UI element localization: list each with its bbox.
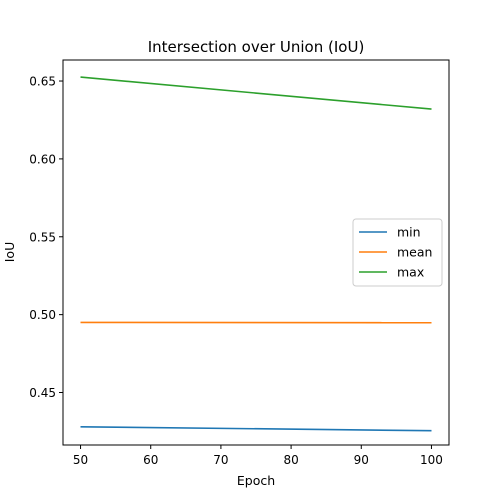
chart-title: Intersection over Union (IoU) [148,38,365,56]
y-tick-label: 0.50 [29,308,56,322]
x-axis: 50 60 70 80 90 100 [73,445,443,467]
y-tick-label: 0.55 [29,230,56,244]
legend-label-max: max [397,265,424,280]
x-tick-label: 90 [354,453,369,467]
y-tick-label: 0.60 [29,152,56,166]
legend-frame [352,218,443,287]
x-tick-label: 60 [143,453,158,467]
x-tick-label: 50 [73,453,88,467]
legend-label-min: min [397,225,421,240]
series-line-max [80,76,432,110]
y-axis-label: IoU [2,242,17,262]
series-line-min [80,426,432,432]
series-lines [80,76,432,432]
plot-area-frame [62,59,450,446]
x-tick-label: 80 [283,453,298,467]
y-tick-label: 0.65 [29,75,56,89]
legend-label-mean: mean [397,245,432,260]
x-axis-label: Epoch [237,473,275,488]
y-tick-label: 0.45 [29,386,56,400]
y-axis: 0.45 0.50 0.55 0.60 0.65 [29,75,63,400]
legend: min mean max [352,218,443,287]
x-tick-label: 100 [420,453,443,467]
x-tick-label: 70 [213,453,228,467]
